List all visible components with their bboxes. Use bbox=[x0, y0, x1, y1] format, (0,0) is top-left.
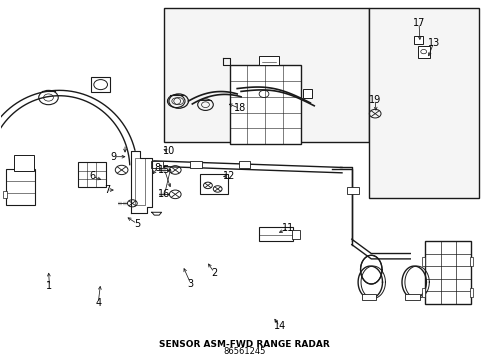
Text: 15: 15 bbox=[158, 165, 170, 175]
Text: 9: 9 bbox=[110, 152, 117, 162]
Bar bbox=[405, 294, 419, 300]
Text: 8: 8 bbox=[154, 163, 161, 173]
Bar bbox=[469, 257, 472, 266]
Bar bbox=[78, 162, 106, 187]
Bar bbox=[91, 77, 110, 92]
Bar bbox=[229, 65, 300, 144]
Bar bbox=[151, 161, 162, 168]
Bar bbox=[163, 8, 368, 142]
Bar bbox=[413, 36, 422, 44]
Text: 13: 13 bbox=[427, 38, 439, 48]
Bar bbox=[346, 187, 358, 194]
Text: 16: 16 bbox=[158, 189, 170, 199]
Text: 86561245: 86561245 bbox=[223, 347, 265, 356]
Text: 14: 14 bbox=[273, 321, 285, 331]
Bar bbox=[5, 169, 35, 205]
Bar bbox=[3, 191, 7, 198]
Text: 1: 1 bbox=[46, 281, 52, 291]
Text: 5: 5 bbox=[134, 219, 140, 229]
Bar bbox=[469, 288, 472, 297]
Text: 10: 10 bbox=[163, 146, 175, 156]
Bar bbox=[361, 294, 375, 300]
Text: 18: 18 bbox=[233, 103, 245, 113]
Bar bbox=[259, 56, 278, 65]
Text: 7: 7 bbox=[103, 185, 110, 195]
Bar bbox=[238, 161, 250, 168]
Bar bbox=[422, 288, 425, 297]
Text: 4: 4 bbox=[95, 298, 101, 308]
Bar bbox=[292, 230, 299, 239]
Bar bbox=[417, 45, 429, 58]
Text: 12: 12 bbox=[222, 171, 235, 181]
Polygon shape bbox=[152, 212, 161, 215]
Text: 11: 11 bbox=[282, 224, 294, 233]
Bar bbox=[259, 227, 293, 241]
Bar bbox=[422, 257, 425, 266]
Text: 17: 17 bbox=[412, 18, 425, 28]
Bar bbox=[424, 241, 470, 304]
Bar bbox=[303, 89, 311, 98]
Text: SENSOR ASM-FWD RANGE RADAR: SENSOR ASM-FWD RANGE RADAR bbox=[159, 340, 329, 349]
Text: 2: 2 bbox=[211, 267, 217, 278]
Text: 3: 3 bbox=[187, 279, 194, 289]
Bar bbox=[189, 161, 201, 168]
Polygon shape bbox=[131, 151, 152, 213]
Bar bbox=[368, 8, 478, 198]
Text: 19: 19 bbox=[368, 95, 381, 105]
Bar bbox=[199, 174, 227, 194]
Bar bbox=[14, 155, 34, 171]
Text: 6: 6 bbox=[89, 171, 95, 181]
